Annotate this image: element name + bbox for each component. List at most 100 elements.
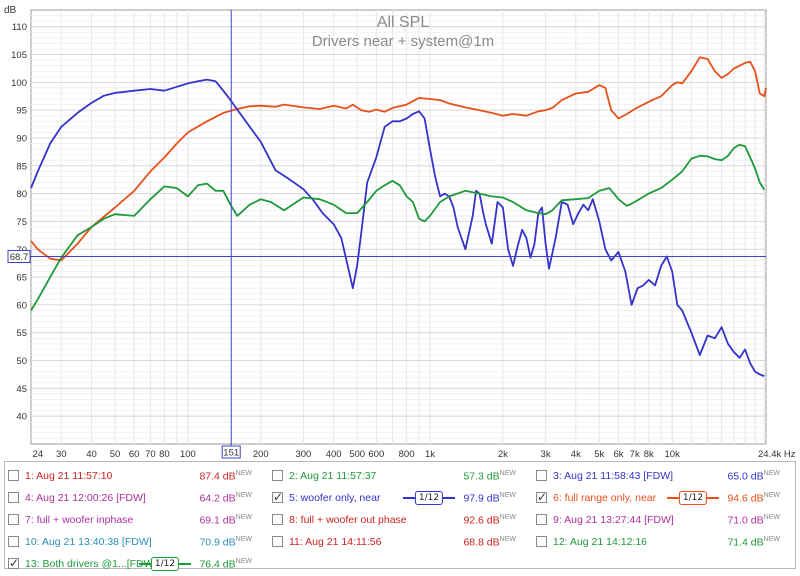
legend-label: 1: Aug 21 11:57:10 bbox=[25, 470, 113, 482]
legend-item[interactable]: 8: full + woofer out phase 92.6 dBNEW bbox=[269, 510, 531, 532]
smoothing-label: 1/12 bbox=[678, 491, 708, 505]
legend-value-text: 69.1 dB bbox=[199, 514, 236, 527]
legend-checkbox[interactable] bbox=[272, 514, 283, 525]
legend-value: 57.3 dBNEW bbox=[452, 470, 516, 483]
legend-value: 70.9 dBNEW bbox=[188, 536, 252, 549]
y-tick-label: 100 bbox=[11, 78, 27, 89]
spl-chart: 40 45 50 55 60 65 70 75 80 85 90 95 100 105 110 24 30 40… bbox=[4, 5, 796, 460]
legend-checkbox[interactable] bbox=[536, 470, 547, 481]
legend-item[interactable]: 3: Aug 21 11:58:43 [FDW] 65.0 dBNEW bbox=[533, 466, 795, 488]
legend-value-new-tag: NEW bbox=[763, 492, 780, 499]
y-axis-ticks: 404550556065707580859095100105110 bbox=[11, 22, 27, 422]
legend-value: 65.0 dBNEW bbox=[716, 470, 780, 483]
legend-value-text: 70.9 dB bbox=[199, 536, 236, 549]
legend-item[interactable]: 6: full range only, near 1/12 94.6 dBNEW bbox=[533, 488, 795, 510]
x-tick-label: 7k bbox=[630, 449, 640, 460]
legend-label: 11: Aug 21 14:11:56 bbox=[289, 536, 382, 548]
legend-checkbox[interactable] bbox=[272, 536, 283, 547]
x-tick-label: 10k bbox=[665, 449, 681, 460]
chart-title: All SPL bbox=[377, 14, 430, 31]
legend-item[interactable]: 7: full + woofer inphase 69.1 dBNEW bbox=[5, 510, 267, 532]
cursor-y-readout: 68.7 bbox=[10, 252, 29, 263]
legend-checkbox[interactable] bbox=[8, 514, 19, 525]
legend-item[interactable]: 1: Aug 21 11:57:10 87.4 dBNEW bbox=[5, 466, 267, 488]
x-tick-label: 400 bbox=[326, 449, 342, 460]
smoothing-indicator[interactable]: 1/12 bbox=[403, 491, 455, 505]
legend-checkbox[interactable] bbox=[272, 470, 283, 481]
y-tick-label: 105 bbox=[11, 50, 27, 61]
x-tick-label: 500 bbox=[349, 449, 365, 460]
cursor-y-readout-box bbox=[7, 249, 31, 263]
cursor-x-readout: 151 bbox=[223, 448, 239, 459]
legend-checkbox[interactable] bbox=[272, 490, 283, 504]
y-tick-label: 50 bbox=[16, 356, 27, 367]
legend-item[interactable]: 11: Aug 21 14:11:56 68.8 dBNEW bbox=[269, 532, 531, 554]
legend-value: 71.0 dBNEW bbox=[716, 514, 780, 527]
cursor[interactable]: 151 68.7 bbox=[7, 10, 766, 459]
legend-value: 97.9 dBNEW bbox=[452, 492, 516, 505]
series-line-1 bbox=[30, 56, 767, 262]
x-tick-label: 800 bbox=[399, 449, 415, 460]
legend-checkbox[interactable] bbox=[536, 536, 547, 547]
x-tick-label: 8k bbox=[644, 449, 654, 460]
legend-value-new-tag: NEW bbox=[235, 558, 252, 565]
y-tick-label: 95 bbox=[16, 106, 27, 117]
legend-value-new-tag: NEW bbox=[499, 492, 516, 499]
legend-item[interactable]: 12: Aug 21 14:12:16 71.4 dBNEW bbox=[533, 532, 795, 554]
legend-item[interactable]: 10: Aug 21 13:40:38 [FDW] 70.9 dBNEW bbox=[5, 532, 267, 554]
legend-value-text: 68.8 dB bbox=[463, 536, 500, 549]
legend-value-text: 94.6 dB bbox=[727, 492, 764, 505]
legend-value: 69.1 dBNEW bbox=[188, 514, 252, 527]
legend-value-text: 71.0 dB bbox=[727, 514, 764, 527]
legend-checkbox[interactable] bbox=[536, 490, 547, 504]
legend-label: 6: full range only, near bbox=[553, 492, 657, 504]
legend-value: 94.6 dBNEW bbox=[716, 492, 780, 505]
smoothing-indicator[interactable]: 1/12 bbox=[139, 557, 191, 571]
x-tick-label: 100 bbox=[180, 449, 196, 460]
legend-value-new-tag: NEW bbox=[763, 536, 780, 543]
x-tick-label: 80 bbox=[159, 449, 170, 460]
grid bbox=[31, 10, 766, 444]
legend-checkbox[interactable] bbox=[536, 514, 547, 525]
legend-item[interactable]: 9: Aug 21 13:27:44 [FDW] 71.0 dBNEW bbox=[533, 510, 795, 532]
legend-value-text: 87.4 dB bbox=[199, 470, 236, 483]
y-tick-label: 40 bbox=[16, 412, 27, 423]
smoothing-label: 1/12 bbox=[150, 557, 180, 571]
y-tick-label: 110 bbox=[12, 22, 27, 33]
legend-value-text: 97.9 dB bbox=[463, 492, 500, 505]
legend-item[interactable]: 5: woofer only, near 1/12 97.9 dBNEW bbox=[269, 488, 531, 510]
legend-item[interactable]: 4: Aug 21 12:00:26 [FDW] 64.2 dBNEW bbox=[5, 488, 267, 510]
y-axis-label: dB bbox=[4, 5, 17, 16]
legend-label: 3: Aug 21 11:58:43 [FDW] bbox=[553, 470, 674, 482]
y-tick-label: 55 bbox=[16, 328, 27, 339]
legend-value-text: 65.0 dB bbox=[727, 470, 764, 483]
smoothing-indicator[interactable]: 1/12 bbox=[667, 491, 719, 505]
x-tick-label: 24.4k Hz bbox=[758, 449, 796, 460]
series-line-3 bbox=[30, 143, 766, 311]
y-tick-label: 45 bbox=[16, 384, 27, 395]
legend-checkbox[interactable] bbox=[8, 556, 19, 570]
legend-value: 71.4 dBNEW bbox=[716, 536, 780, 549]
x-tick-label: 600 bbox=[368, 449, 384, 460]
legend-value-new-tag: NEW bbox=[235, 536, 252, 543]
legend-item[interactable]: 13: Both drivers @1...[FDW]1/12 76.4 dBNE… bbox=[5, 554, 267, 576]
legend-item[interactable]: 2: Aug 21 11:57:37 57.3 dBNEW bbox=[269, 466, 531, 488]
y-tick-label: 85 bbox=[16, 161, 27, 172]
legend-value-new-tag: NEW bbox=[235, 492, 252, 499]
legend-value: 68.8 dBNEW bbox=[452, 536, 516, 549]
legend-label: 9: Aug 21 13:27:44 [FDW] bbox=[553, 514, 674, 526]
legend-value-new-tag: NEW bbox=[235, 470, 252, 477]
legend-checkbox[interactable] bbox=[8, 470, 19, 481]
smoothing-label: 1/12 bbox=[414, 491, 444, 505]
legend-value-new-tag: NEW bbox=[499, 536, 516, 543]
legend-label: 10: Aug 21 13:40:38 [FDW] bbox=[25, 536, 152, 548]
legend-value: 76.4 dBNEW bbox=[188, 558, 252, 571]
legend-checkbox[interactable] bbox=[8, 536, 19, 547]
legend-value-text: 71.4 dB bbox=[727, 536, 764, 549]
series-lines bbox=[30, 56, 767, 377]
x-tick-label: 200 bbox=[253, 449, 269, 460]
legend-label: 13: Both drivers @1...[FDW] bbox=[25, 558, 157, 570]
x-axis-ticks: 24 30 40 50 60 70 80 100 200 300 400 500 600 800 1k 2k 3… bbox=[32, 449, 795, 460]
x-tick-label: 2k bbox=[498, 449, 508, 460]
legend-checkbox[interactable] bbox=[8, 492, 19, 503]
